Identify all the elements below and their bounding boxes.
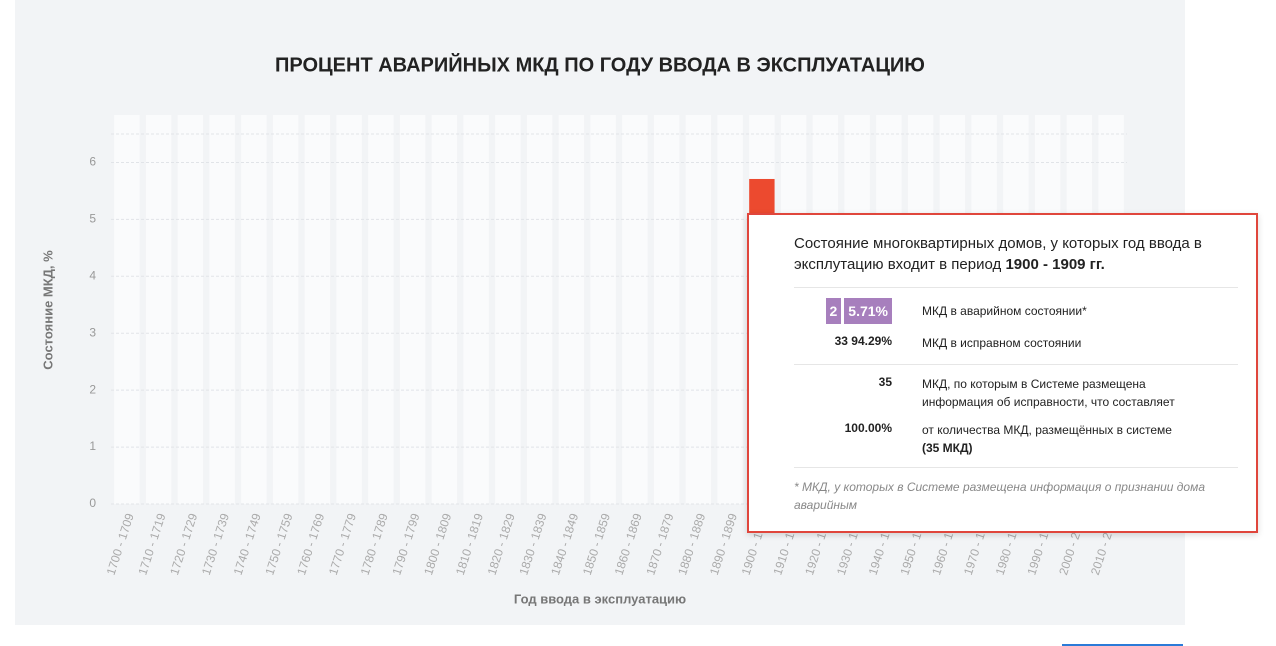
column-background	[526, 115, 553, 504]
column-background	[622, 115, 648, 504]
column-background	[463, 115, 489, 504]
y-tick-label: 6	[89, 155, 96, 169]
column-background	[653, 115, 680, 504]
share-text: от количества МКД, размещённых в системе	[922, 423, 1172, 437]
column-background	[431, 115, 458, 504]
row: 35 МКД, по которым в Системе размещена и…	[794, 375, 1248, 411]
column-background	[495, 115, 521, 504]
tooltip-intro: Состояние многоквартирных домов, у котор…	[794, 233, 1238, 275]
column-background	[336, 115, 362, 504]
percent: 94.29%	[851, 334, 892, 348]
column-background	[399, 115, 426, 504]
y-tick-label: 3	[89, 325, 96, 339]
tooltip: Состояние многоквартирных домов, у котор…	[747, 213, 1258, 533]
column-background	[685, 115, 712, 504]
y-tick-label: 2	[89, 382, 96, 396]
row: 33 94.29% МКД в исправном состоянии	[794, 334, 1248, 352]
count-badge: 2	[825, 298, 842, 324]
column-background	[114, 115, 140, 504]
count: 33	[834, 334, 848, 348]
decor-line	[1062, 644, 1183, 646]
column-background	[145, 115, 172, 504]
separator	[794, 287, 1238, 288]
share: 100.00%	[844, 421, 892, 435]
y-axis-label: Состояние МКД, %	[40, 250, 55, 370]
column-background	[717, 115, 743, 504]
row-numbers: 33 94.29%	[794, 334, 922, 352]
share-note: (35 МКД)	[922, 441, 973, 455]
column-background	[241, 115, 267, 504]
y-tick-label: 1	[89, 439, 96, 453]
row: 2 5.71% МКД в аварийном состоянии*	[794, 298, 1248, 324]
intro-text: Состояние многоквартирных домов, у котор…	[794, 235, 1202, 273]
share-label: от количества МКД, размещённых в системе…	[922, 421, 1212, 457]
period: 1900 - 1909 гг.	[1005, 256, 1105, 273]
x-axis-label: Год ввода в эксплуатацию	[514, 591, 686, 606]
column-background	[304, 115, 331, 504]
separator	[794, 467, 1238, 468]
column-background	[177, 115, 204, 504]
column-background	[558, 115, 585, 504]
chart-title: ПРОЦЕНТ АВАРИЙНЫХ МКД ПО ГОДУ ВВОДА В ЭК…	[275, 52, 925, 76]
column-background	[368, 115, 394, 504]
column-background	[590, 115, 616, 504]
column-background	[272, 115, 299, 504]
row-label: МКД в аварийном состоянии*	[922, 304, 1087, 318]
y-tick-label: 5	[89, 212, 96, 226]
total-label: МКД, по которым в Системе размещена инфо…	[922, 377, 1175, 409]
total-count: 35	[878, 375, 892, 389]
footnote: * МКД, у которых в Системе размещена инф…	[794, 480, 1206, 512]
column-background	[209, 115, 235, 504]
y-tick-label: 0	[89, 496, 96, 510]
y-tick-label: 4	[89, 268, 96, 282]
row: 100.00% от количества МКД, размещённых в…	[794, 421, 1248, 457]
percent-badge: 5.71%	[844, 298, 892, 324]
row-label: МКД в исправном состоянии	[922, 336, 1082, 350]
separator	[794, 364, 1238, 365]
row-numbers: 2 5.71%	[794, 298, 922, 324]
